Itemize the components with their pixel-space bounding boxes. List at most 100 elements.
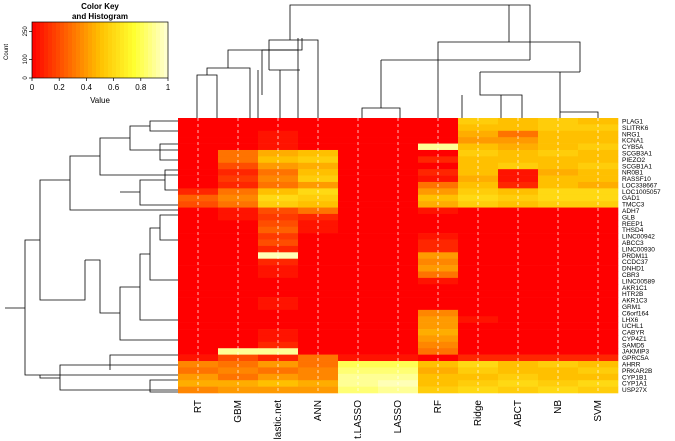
cell	[338, 143, 379, 151]
cell	[218, 335, 259, 343]
cell	[538, 341, 579, 349]
cell	[498, 341, 539, 349]
cell	[378, 156, 419, 164]
cell	[498, 143, 539, 151]
cell	[258, 143, 299, 151]
cell	[378, 124, 419, 132]
row-label: SCGB1A1	[622, 163, 652, 170]
cell	[298, 341, 339, 349]
key-swatch	[80, 22, 85, 78]
key-swatch	[136, 22, 141, 78]
cell	[538, 226, 579, 234]
key-swatch	[124, 22, 129, 78]
cell	[258, 226, 299, 234]
cell	[178, 316, 219, 323]
row-label: SAMD5	[622, 342, 645, 349]
cell	[538, 316, 579, 323]
cell	[218, 143, 259, 151]
key-y-tick-label: 0	[23, 76, 29, 80]
cell	[218, 124, 259, 132]
cell	[498, 239, 539, 247]
key-swatch	[144, 22, 149, 78]
cell	[498, 316, 539, 323]
cell	[418, 245, 459, 253]
key-x-tick-label: 1	[166, 83, 171, 92]
cell	[258, 335, 299, 343]
cell	[298, 118, 339, 125]
cell	[538, 335, 579, 343]
cell	[418, 124, 459, 132]
cell	[578, 124, 619, 132]
key-swatch	[104, 22, 109, 78]
row-label: SLITRK6	[622, 125, 649, 132]
cell	[498, 213, 539, 221]
cell	[378, 239, 419, 247]
cell	[458, 335, 499, 343]
cell	[418, 316, 459, 323]
cell	[578, 130, 619, 138]
key-x-tick-label: 0	[30, 83, 35, 92]
cell	[458, 348, 499, 355]
key-swatch	[140, 22, 145, 78]
cell	[498, 226, 539, 234]
cell	[578, 245, 619, 253]
column-label: RT	[193, 400, 204, 413]
key-swatch	[92, 22, 97, 78]
cell	[458, 124, 499, 132]
cell	[338, 239, 379, 247]
cell	[578, 143, 619, 151]
cell	[538, 124, 579, 132]
cell	[458, 245, 499, 253]
cell	[218, 149, 259, 157]
cell	[538, 118, 579, 125]
cell	[258, 354, 299, 362]
cell	[578, 329, 619, 336]
heatmap-cells	[178, 118, 619, 394]
row-label: GRM1	[622, 304, 641, 311]
key-ylabel: Count	[4, 44, 10, 60]
cell	[378, 354, 419, 362]
cell	[498, 156, 539, 164]
cell	[498, 137, 539, 144]
key-swatch	[156, 22, 161, 78]
column-label: Ridge	[473, 400, 484, 427]
row-label: PLAG1	[622, 118, 643, 125]
cell	[498, 354, 539, 362]
key-swatch	[84, 22, 89, 78]
cell	[538, 252, 579, 259]
column-label: ANN	[313, 400, 324, 421]
cell	[418, 252, 459, 259]
cell	[538, 322, 579, 330]
cell	[538, 245, 579, 253]
cell	[578, 309, 619, 317]
cell	[218, 213, 259, 221]
key-x-tick-label: 0.6	[108, 83, 120, 92]
cell	[418, 322, 459, 330]
cell	[338, 354, 379, 362]
cell	[298, 137, 339, 144]
cell	[458, 156, 499, 164]
cell	[578, 213, 619, 221]
cell	[378, 118, 419, 125]
cell	[218, 220, 259, 228]
key-x-tick-label: 0.2	[54, 83, 66, 92]
row-label: C6orf164	[622, 310, 649, 317]
row-label: JAKMIP3	[622, 349, 649, 356]
key-swatch	[116, 22, 121, 78]
cell	[458, 341, 499, 349]
cell	[418, 239, 459, 247]
cell	[338, 316, 379, 323]
cell	[218, 239, 259, 247]
key-swatch	[72, 22, 77, 78]
cell	[578, 233, 619, 240]
key-xlabel: Value	[90, 96, 110, 105]
cell	[538, 149, 579, 157]
cell	[378, 316, 419, 323]
cell	[538, 156, 579, 164]
cell	[418, 137, 459, 144]
cell	[298, 335, 339, 343]
row-label: PRDM11	[622, 253, 648, 260]
cell	[298, 316, 339, 323]
cell	[338, 252, 379, 259]
column-label: SVM	[593, 400, 604, 422]
